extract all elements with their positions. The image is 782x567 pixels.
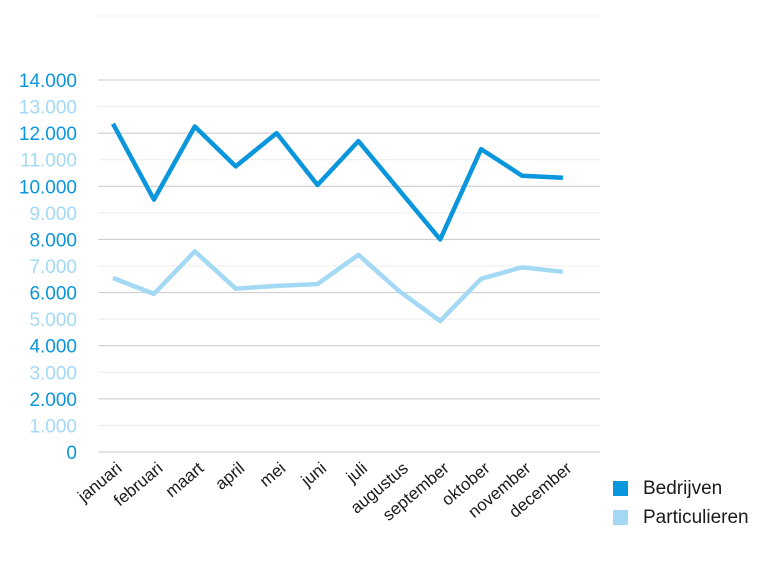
y-tick-label: 8.000 [29,230,77,251]
y-tick-label: 1.000 [29,416,77,437]
legend-item-bedrijven: Bedrijven [613,474,749,503]
series-line-bedrijven [111,122,564,242]
x-tick-label: juni [297,459,330,491]
legend-item-particulieren: Particulieren [613,503,749,532]
series-line-particulieren [112,249,564,324]
x-tick-label: mei [256,459,289,491]
y-tick-label: 14.000 [19,71,77,92]
legend-swatch-particulieren [613,510,628,525]
y-tick-label: 13.000 [19,98,77,119]
y-tick-label: 11.000 [20,151,77,172]
legend-label-bedrijven: Bedrijven [643,477,723,499]
y-tick-label: 6.000 [29,284,77,305]
legend-label-particulieren: Particulieren [643,506,749,528]
x-tick-label: maart [162,458,208,501]
y-tick-label: 10.000 [19,177,77,198]
x-tick-label: april [211,459,248,494]
y-tick-label: 3.000 [29,363,77,384]
y-tick-label: 9.000 [29,204,77,225]
y-tick-label: 12.000 [19,124,77,145]
y-axis-ticks: 0 1.000 2.000 3.000 4.000 5.000 6.000 7.000 8.00… [19,71,77,464]
gridlines [98,15,600,453]
y-tick-label: 0 [66,443,77,464]
x-tick-label: juli [342,459,371,488]
legend-swatch-bedrijven [613,481,628,496]
legend: Bedrijven Particulieren [613,474,749,532]
series-lines [111,122,564,324]
y-tick-label: 4.000 [29,337,77,358]
y-tick-label: 7.000 [29,257,77,278]
y-tick-label: 2.000 [29,390,77,411]
y-tick-label: 5.000 [29,310,77,331]
